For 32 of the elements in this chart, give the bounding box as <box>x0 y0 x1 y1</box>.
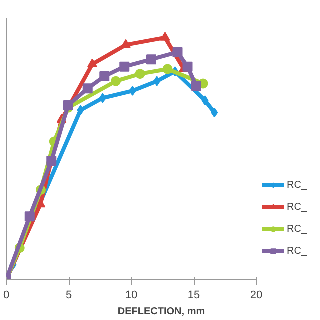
x-tick-label: 10 <box>125 290 138 302</box>
point <box>63 100 74 110</box>
point <box>182 62 193 72</box>
legend-label: RC_ <box>287 202 308 212</box>
point <box>129 86 136 96</box>
point <box>111 76 121 86</box>
point <box>82 84 93 94</box>
x-tick-label: 15 <box>188 290 200 302</box>
legend-label: RC_ <box>287 246 308 256</box>
point <box>120 62 130 72</box>
point <box>100 72 110 82</box>
x-axis-title: DEFLECTION, mm <box>118 306 206 318</box>
point <box>211 108 218 118</box>
x-tick-label: 20 <box>250 290 263 302</box>
point <box>77 105 84 116</box>
point <box>121 39 131 48</box>
legend-label: RC_ <box>287 224 308 234</box>
point <box>46 156 57 166</box>
point <box>146 54 156 65</box>
point <box>192 81 202 92</box>
point <box>154 76 161 86</box>
point <box>172 47 183 58</box>
x-tick-label: 0 <box>3 290 10 302</box>
legend-label: RC_ <box>287 180 308 190</box>
point <box>160 32 170 41</box>
point <box>99 93 106 104</box>
point <box>162 64 173 74</box>
point <box>135 69 146 80</box>
point <box>88 58 98 68</box>
point <box>24 212 35 222</box>
point <box>202 96 209 106</box>
x-tick-label: 5 <box>66 290 72 302</box>
